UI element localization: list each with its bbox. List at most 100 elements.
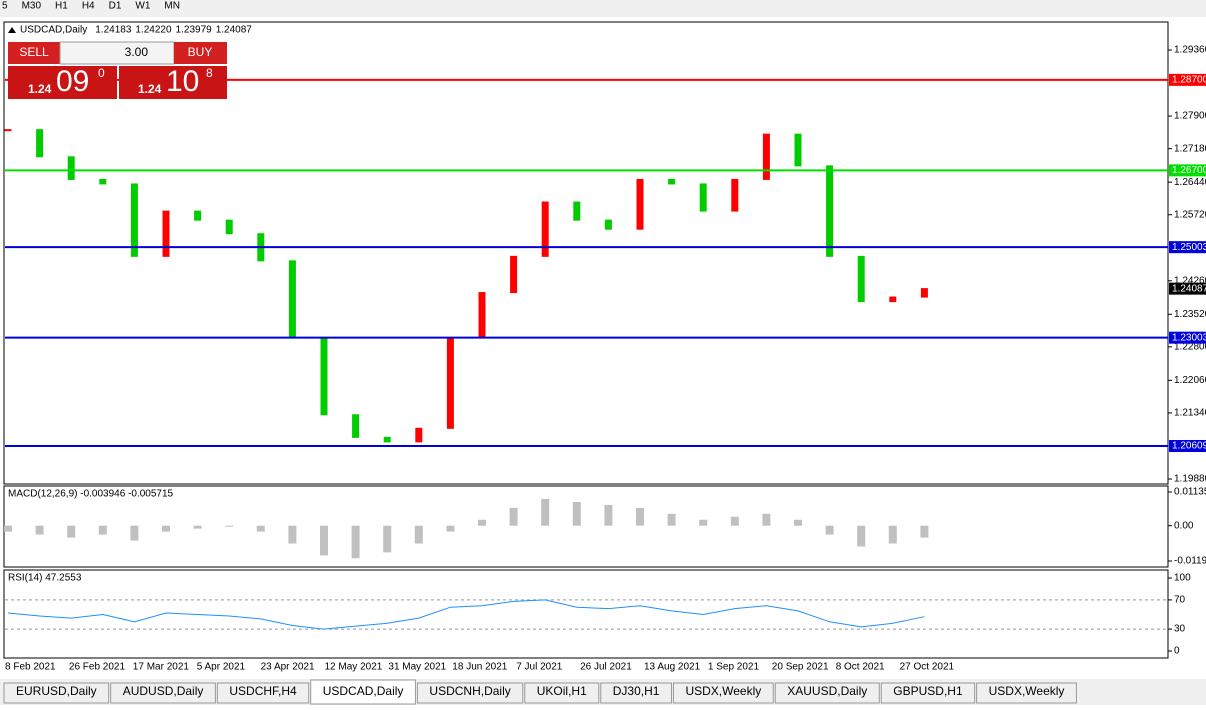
sell-price-big: 1.24 [28, 82, 52, 96]
tab[interactable]: UKOil,H1 [537, 684, 587, 698]
x-tick-label: 18 Jun 2021 [452, 662, 507, 673]
rsi-line [7, 599, 925, 630]
y-tick-label: 1.26440 [1174, 177, 1206, 188]
tab[interactable]: DJ30,H1 [613, 684, 660, 698]
timeframe-button[interactable]: H1 [55, 1, 68, 12]
tab[interactable]: USDCAD,Daily [323, 684, 404, 698]
tab-bg[interactable] [216, 682, 310, 704]
y-tick-label: 1.23520 [1174, 309, 1206, 320]
tab-bg[interactable] [416, 682, 524, 704]
tab[interactable]: EURUSD,Daily [16, 684, 97, 698]
tab[interactable]: USDCNH,Daily [429, 684, 510, 698]
candle [636, 178, 644, 230]
buy-button[interactable] [174, 42, 227, 64]
y-tick-label: 1.27180 [1174, 143, 1206, 154]
macd-bar [130, 525, 139, 541]
y-tick-label: 1.19880 [1174, 474, 1206, 485]
candle [288, 260, 296, 339]
tab-bg[interactable] [976, 682, 1077, 704]
macd-bar [857, 525, 866, 547]
candle [225, 219, 233, 235]
macd-bar [446, 525, 455, 532]
tab-bg[interactable] [600, 682, 672, 704]
level-label: 1.26700 [1172, 165, 1206, 176]
macd-bar [762, 513, 771, 526]
y-tick-label: 1.22800 [1174, 342, 1206, 353]
candle [826, 165, 834, 257]
x-tick-label: 17 Mar 2021 [133, 662, 190, 673]
candle [352, 414, 360, 438]
tab-bg[interactable] [3, 682, 110, 704]
macd-bar [351, 525, 360, 559]
timeframe-button[interactable]: M30 [22, 1, 42, 12]
ohlc-value: 1.24220 [135, 25, 172, 36]
candle [162, 210, 170, 257]
toolbar [0, 0, 1206, 17]
macd-bar [541, 498, 550, 526]
level-label-bg [1169, 73, 1206, 86]
macd-bar [636, 507, 644, 526]
level-label-bg [1169, 331, 1206, 344]
buy-price-point: 8 [206, 66, 213, 80]
x-tick-label: 8 Oct 2021 [836, 662, 885, 673]
y-tick-label: 1.24260 [1174, 275, 1206, 286]
tab[interactable]: USDX,Weekly [989, 684, 1065, 698]
candle [794, 133, 802, 167]
sell-button[interactable] [8, 42, 60, 64]
tab-bg[interactable] [524, 682, 600, 704]
macd-bar [509, 507, 518, 526]
level-label-bg [1169, 440, 1206, 453]
current-price-label: 1.24087 [1172, 283, 1206, 294]
rsi-frame [3, 569, 1169, 659]
ohlc-value: 1.24183 [95, 25, 132, 36]
macd-bar [414, 525, 423, 544]
lot-input[interactable] [59, 41, 175, 65]
macd-bar [572, 501, 581, 526]
tab[interactable]: XAUUSD,Daily [787, 684, 867, 698]
tab[interactable]: AUDUSD,Daily [123, 684, 204, 698]
candle [415, 427, 423, 443]
timeframe-button[interactable]: W1 [135, 1, 150, 12]
tab-bg[interactable] [310, 679, 416, 705]
candle [130, 183, 138, 257]
y-tick-label: 1.21340 [1174, 408, 1206, 419]
x-tick-label: 20 Sep 2021 [772, 662, 829, 673]
timeframe-button[interactable]: MN [164, 1, 180, 12]
candle [541, 201, 549, 257]
tab-bg[interactable] [774, 682, 880, 704]
lot-value: 3.00 [125, 45, 149, 59]
macd-bar [320, 525, 328, 556]
timeframe-button[interactable]: H4 [82, 1, 95, 12]
tab-bg[interactable] [672, 682, 774, 704]
candle [668, 178, 676, 185]
buy-price-box[interactable] [119, 66, 227, 99]
macd-bar [478, 519, 486, 526]
tab-bg[interactable] [110, 682, 216, 704]
candle [920, 288, 928, 298]
tab[interactable]: GBPUSD,H1 [893, 684, 963, 698]
tab[interactable]: USDX,Weekly [685, 684, 761, 698]
level-label-bg [1169, 164, 1206, 177]
timeframe-button[interactable]: 5 [2, 1, 8, 12]
candle [99, 178, 107, 185]
x-tick-label: 7 Jul 2021 [516, 662, 563, 673]
tab-bg[interactable] [880, 682, 976, 704]
x-tick-label: 5 Apr 2021 [197, 662, 246, 673]
candle [446, 337, 454, 429]
level-label: 1.23003 [1172, 332, 1206, 343]
timeframe-button[interactable]: D1 [109, 1, 122, 12]
ohlc-value: 1.24087 [216, 25, 253, 36]
x-tick-label: 13 Aug 2021 [644, 662, 701, 673]
macd-bar [4, 525, 12, 532]
candle [699, 183, 707, 212]
macd-bar [920, 525, 929, 538]
x-tick-label: 23 Apr 2021 [261, 662, 315, 673]
macd-bar [67, 525, 76, 538]
tab[interactable]: USDCHF,H4 [229, 684, 297, 698]
sell-price-point: 0 [98, 66, 105, 80]
sell-price-box[interactable] [8, 66, 117, 99]
x-tick-label: 12 May 2021 [325, 662, 383, 673]
trade-panel: SELL 3.00 BUY 1.24 09 0 1.24 10 8 [8, 41, 227, 99]
macd-bar [383, 525, 392, 553]
